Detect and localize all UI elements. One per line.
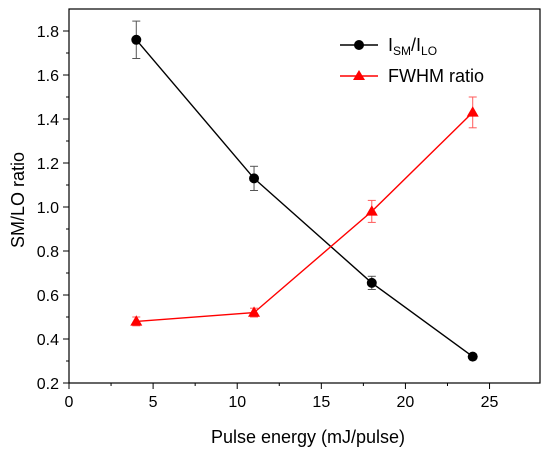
data-point — [130, 315, 143, 326]
plot-border — [68, 8, 541, 384]
data-point — [366, 277, 377, 288]
legend-marker — [354, 40, 364, 50]
y-axis-ticks: 0.2 0.4 0.6 0.8 1.0 1.2 1.4 1.6 1.8 — [37, 24, 69, 393]
y-tick-label: 0.2 — [37, 376, 59, 393]
y-tick-label: 1.8 — [37, 24, 59, 41]
y-tick-label: 0.6 — [37, 288, 59, 305]
y-tick-label: 0.4 — [37, 332, 59, 349]
x-tick-label: 0 — [65, 394, 74, 411]
y-tick-label: 0.8 — [37, 244, 59, 261]
series-line — [136, 111, 474, 323]
x-tick-label: 15 — [312, 394, 330, 411]
legend-marker — [353, 70, 365, 80]
data-point — [248, 306, 261, 317]
series-layer — [130, 20, 479, 362]
y-axis-title: SM/LO ratio — [8, 152, 28, 248]
x-tick-label: 25 — [481, 394, 499, 411]
y-tick-label: 1.0 — [37, 200, 59, 217]
x-axis-ticks: 0 5 10 15 20 25 — [65, 383, 499, 411]
y-tick-label: 1.2 — [37, 156, 59, 173]
legend-label-part: /I — [411, 35, 421, 55]
y-tick-label: 1.6 — [37, 68, 59, 85]
data-point — [466, 106, 479, 117]
x-tick-label: 5 — [149, 394, 158, 411]
plot-frame — [68, 8, 541, 384]
x-tick-label: 20 — [397, 394, 415, 411]
legend: ISM/ILO FWHM ratio — [340, 35, 484, 86]
legend-label: ISM/ILO — [388, 35, 437, 58]
legend-label-part: LO — [421, 44, 437, 58]
data-point — [249, 173, 260, 184]
series-0 — [131, 20, 478, 362]
legend-label-part: I — [388, 35, 393, 55]
data-point — [131, 34, 142, 45]
data-point — [365, 205, 378, 216]
x-tick-label: 10 — [228, 394, 246, 411]
y-tick-label: 1.4 — [37, 112, 59, 129]
series-line — [135, 39, 474, 358]
x-axis-title: Pulse energy (mJ/pulse) — [211, 427, 405, 447]
series-1 — [130, 96, 479, 327]
data-point — [467, 351, 478, 362]
legend-label-part: SM — [393, 44, 411, 58]
legend-label: FWHM ratio — [388, 66, 484, 86]
